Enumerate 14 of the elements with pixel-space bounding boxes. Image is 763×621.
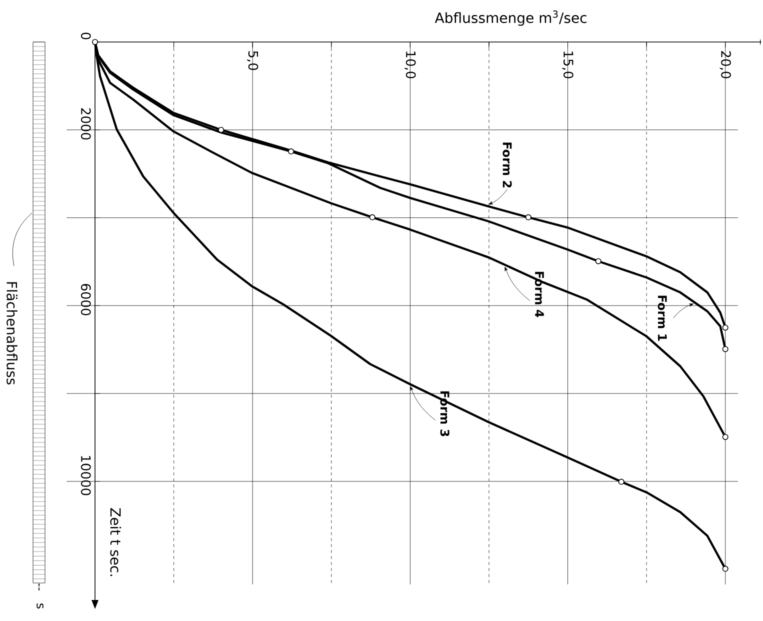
y-tick-label: 6000 bbox=[80, 284, 91, 316]
y-tick-label: 2000 bbox=[80, 108, 91, 140]
text: Form 2 bbox=[502, 142, 512, 188]
x-tick-label: 5,0 bbox=[247, 51, 258, 70]
y-tick-label: 10000 bbox=[80, 456, 91, 496]
x-tick-label: 10,0 bbox=[404, 52, 416, 78]
text: s bbox=[36, 604, 44, 609]
y-axis-title: Zeit t sec. bbox=[110, 508, 122, 576]
y-tick-label: 0 bbox=[80, 32, 91, 40]
legend-label: Form 1 bbox=[658, 296, 667, 341]
x-tick-label: 20,0 bbox=[720, 51, 731, 78]
x-axis-title: Abflussmenge m$^{3}$/sec bbox=[434, 10, 586, 26]
text: Flächenabfluss bbox=[6, 282, 18, 384]
x-tick-label: 15,0 bbox=[562, 52, 574, 78]
